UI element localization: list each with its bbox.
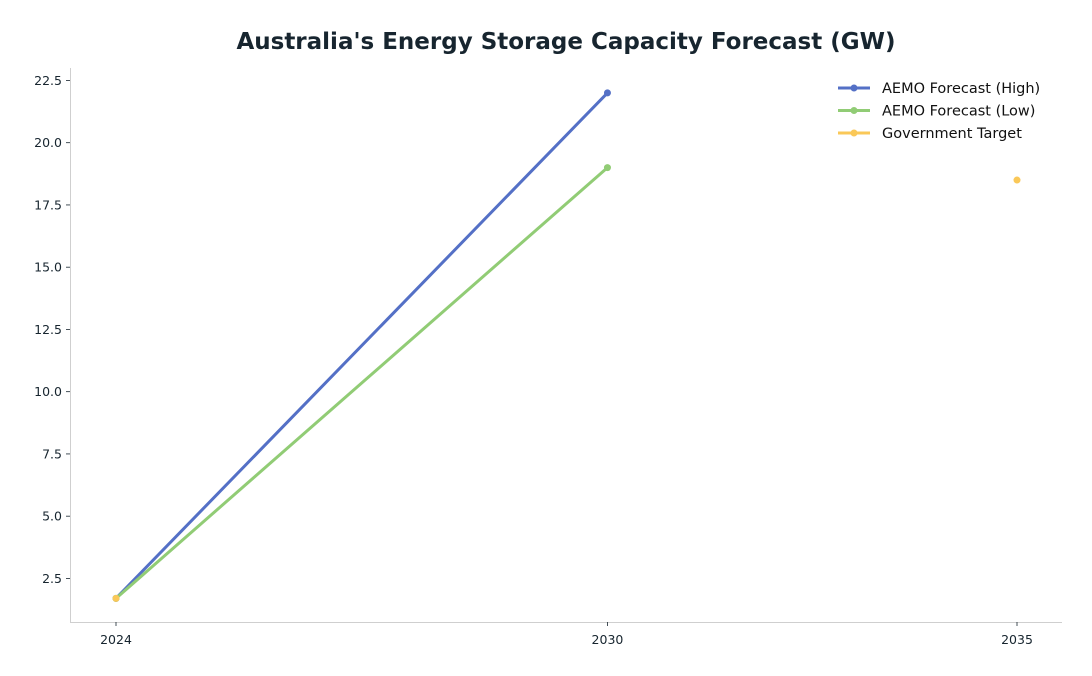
legend-label: Government Target — [882, 126, 1022, 142]
legend-label: AEMO Forecast (Low) — [882, 104, 1035, 120]
chart-title: Australia's Energy Storage Capacity Fore… — [236, 29, 895, 55]
y-tick-label: 15.0 — [34, 260, 62, 275]
legend-item: AEMO Forecast (Low) — [838, 104, 1035, 120]
y-tick-label: 7.5 — [42, 446, 62, 461]
y-tick-label: 2.5 — [42, 571, 62, 586]
series-line — [114, 166, 609, 600]
legend-marker — [850, 84, 858, 92]
data-point — [112, 594, 120, 602]
y-tick-label: 22.5 — [34, 73, 62, 88]
series-layer — [112, 89, 1021, 602]
x-tick-label: 2030 — [592, 632, 624, 647]
y-axis-ticks: 2.5 5.0 7.5 10.0 12.5 15.0 17.5 20.0 22.5 — [34, 73, 70, 586]
series-group — [112, 89, 611, 602]
legend: AEMO Forecast (High) AEMO Forecast (Low) G… — [838, 81, 1040, 142]
series-group — [112, 164, 611, 602]
data-point — [603, 164, 611, 172]
legend-marker — [850, 129, 858, 137]
data-point — [1013, 176, 1021, 184]
legend-item: Government Target — [838, 126, 1022, 142]
x-tick-label: 2024 — [100, 632, 132, 647]
x-axis-ticks: 2024 2030 2035 — [100, 622, 1033, 647]
y-tick-label: 10.0 — [34, 384, 62, 399]
y-tick-label: 17.5 — [34, 197, 62, 212]
x-tick-label: 2035 — [1001, 632, 1033, 647]
series-line — [114, 91, 609, 600]
data-point — [603, 89, 611, 97]
y-tick-label: 5.0 — [42, 509, 62, 524]
legend-marker — [850, 107, 858, 114]
series-group — [112, 176, 1021, 602]
legend-item: AEMO Forecast (High) — [838, 81, 1040, 97]
legend-label: AEMO Forecast (High) — [882, 81, 1040, 97]
y-tick-label: 12.5 — [34, 322, 62, 337]
y-tick-label: 20.0 — [34, 135, 62, 150]
